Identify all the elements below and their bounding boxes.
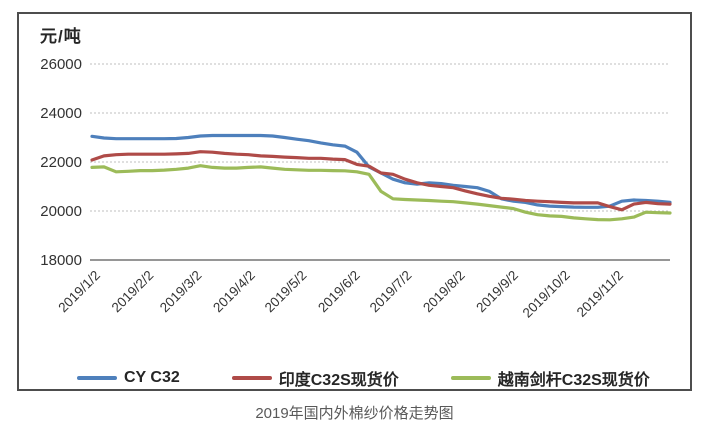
x-tick-label: 2019/9/2 (473, 268, 521, 316)
chart-legend: CY C32 印度C32S现货价 越南剑杆C32S现货价 (77, 366, 650, 390)
y-tick-label: 18000 (40, 252, 82, 269)
y-tick-label: 26000 (40, 56, 82, 73)
x-tick-label: 2019/11/2 (574, 268, 626, 320)
series-line-2 (90, 164, 672, 222)
x-tick-label: 2019/7/2 (367, 268, 415, 316)
y-tick-label: 24000 (40, 105, 82, 122)
x-tick-label: 2019/2/2 (109, 268, 157, 316)
x-tick-label: 2019/4/2 (210, 268, 258, 316)
legend-item-vietnam-c32s: 越南剑杆C32S现货价 (450, 366, 650, 390)
x-tick-label: 2019/8/2 (420, 268, 468, 316)
legend-label: CY C32 (124, 369, 180, 386)
y-axis-title: 元/吨 (40, 27, 82, 46)
x-tick-label: 2019/5/2 (262, 268, 310, 316)
legend-item-cy-c32: CY C32 (77, 369, 180, 387)
legend-line-swatch-icon (77, 376, 117, 380)
legend-label: 越南剑杆C32S现货价 (497, 372, 650, 389)
legend-item-india-c32s: 印度C32S现货价 (231, 366, 399, 390)
y-tick-label: 20000 (40, 203, 82, 220)
legend-label: 印度C32S现货价 (278, 372, 399, 389)
series-line-1 (90, 150, 672, 212)
legend-line-swatch-icon (450, 376, 491, 380)
x-tick-label: 2019/3/2 (157, 268, 205, 316)
x-tick-label: 2019/6/2 (315, 268, 363, 316)
chart-frame: 元/吨 26000 24000 22000 20000 18000 2019/1/2 201… (17, 12, 692, 391)
chart-caption: 2019年国内外棉纱价格走势图 (255, 405, 454, 422)
x-tick-label: 2019/1/2 (55, 268, 103, 316)
legend-line-swatch-icon (231, 376, 272, 380)
x-tick-label: 2019/10/2 (520, 268, 573, 321)
y-tick-label: 22000 (40, 154, 82, 171)
